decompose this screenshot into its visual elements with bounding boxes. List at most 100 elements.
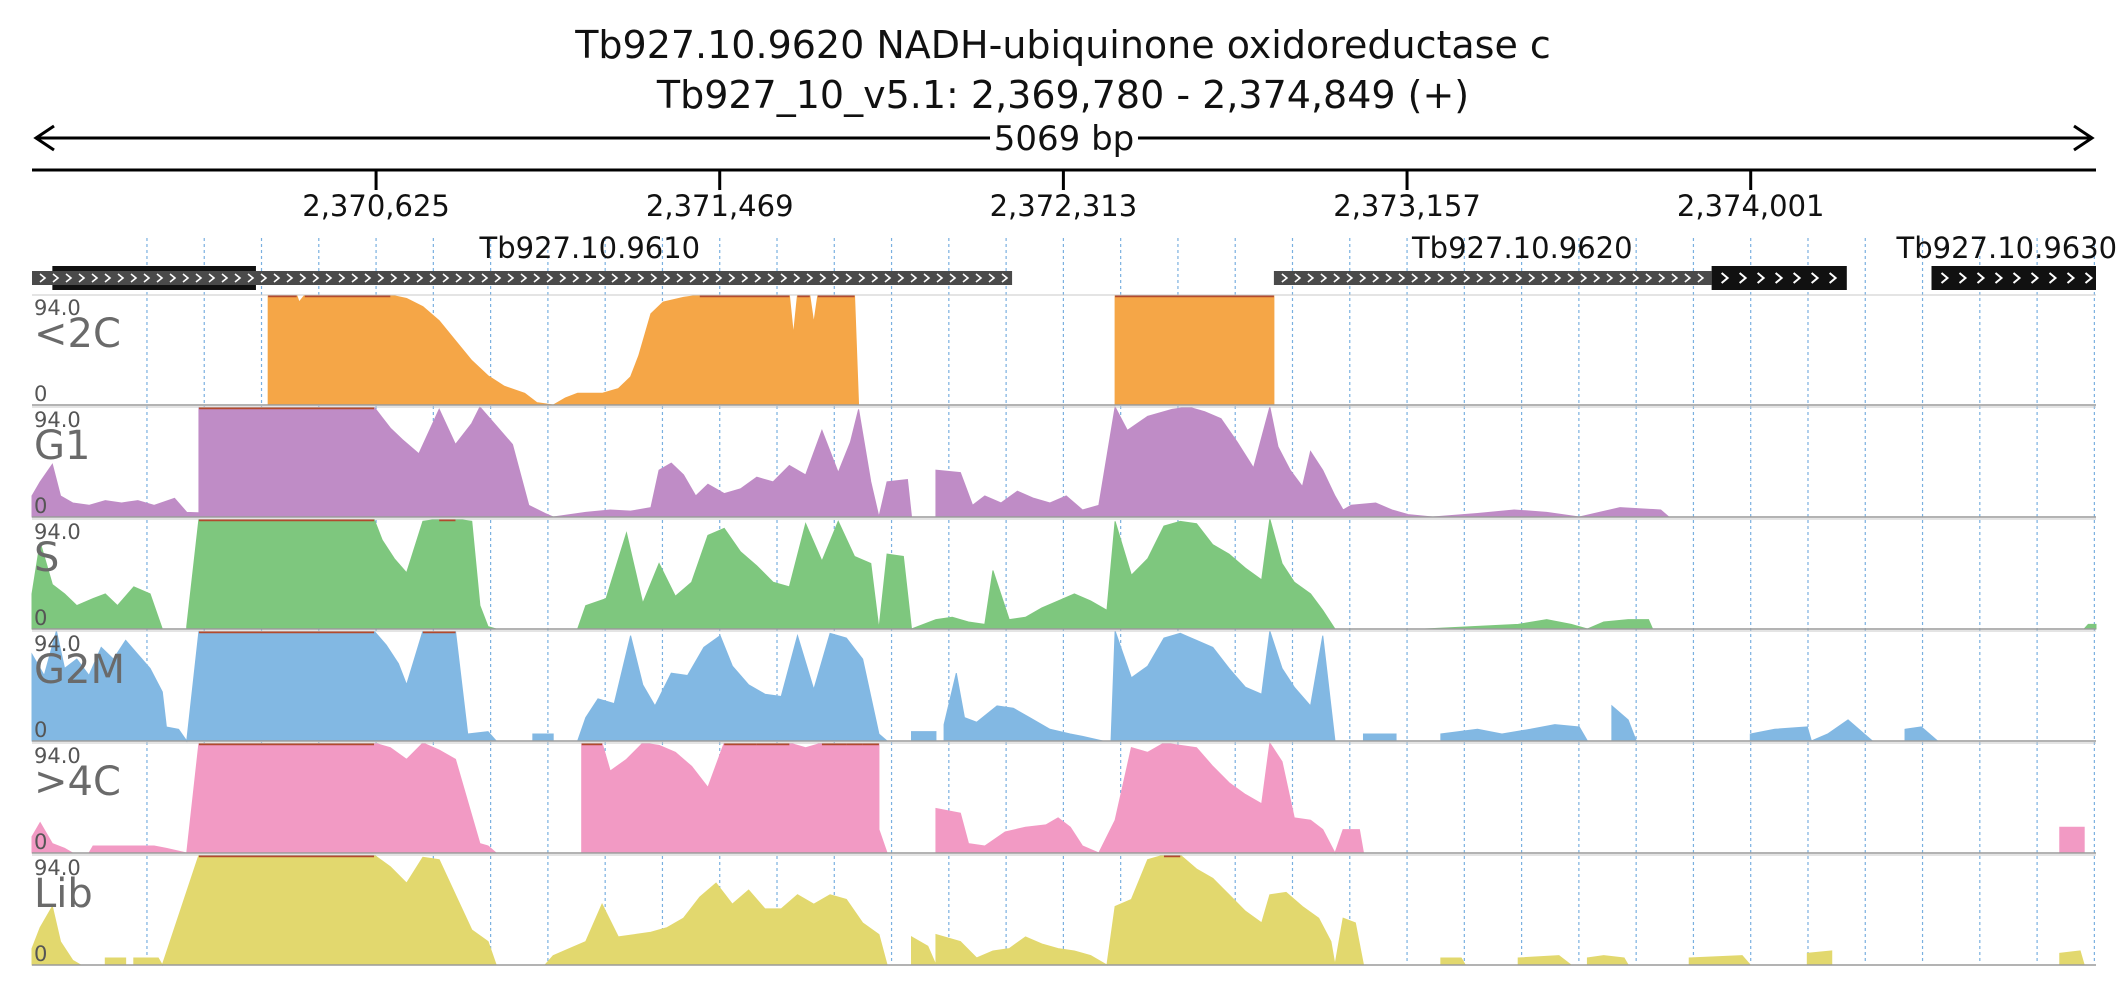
track-min-label: 0	[34, 830, 47, 854]
strand-arrow	[2012, 272, 2022, 284]
strand-arrow	[130, 273, 138, 283]
strand-arrow	[1792, 272, 1802, 284]
strand-arrow	[494, 273, 502, 283]
strand-arrow	[325, 273, 333, 283]
strand-arrow	[143, 273, 151, 283]
strand-arrow	[1810, 272, 1820, 284]
track-S: 94.0S 0	[31, 518, 2097, 630]
strand-arrow	[1411, 273, 1419, 283]
strand-arrow	[637, 273, 645, 283]
track-name-label: >4C	[34, 759, 121, 805]
strand-arrow	[1463, 273, 1471, 283]
strand-arrow	[455, 273, 463, 283]
strand-arrow	[52, 273, 60, 283]
strand-arrow	[1372, 273, 1380, 283]
strand-arrow	[65, 273, 73, 283]
ruler-tick-label: 2,372,313	[990, 189, 1138, 223]
strand-arrow	[1346, 273, 1354, 283]
strand-arrow	[312, 273, 320, 283]
ruler-tick-label: 2,373,157	[1333, 189, 1481, 223]
strand-arrow	[403, 273, 411, 283]
strand-arrow	[1828, 272, 1838, 284]
strand-arrow	[650, 273, 658, 283]
strand-arrow	[364, 273, 372, 283]
track-max-label: 94.0	[34, 520, 81, 544]
strand-arrow	[1424, 273, 1432, 283]
strand-arrow	[1502, 273, 1510, 283]
strand-arrow	[793, 273, 801, 283]
track-max-label: 94.0	[34, 296, 81, 320]
track-max-label: 94.0	[34, 856, 81, 880]
track-min-label: 0	[34, 382, 47, 406]
strand-arrow	[1489, 273, 1497, 283]
strand-arrow	[273, 273, 281, 283]
strand-arrow	[1333, 273, 1341, 283]
strand-arrow	[416, 273, 424, 283]
strand-arrow	[351, 273, 359, 283]
strand-arrow	[1720, 272, 1730, 284]
strand-arrow	[910, 273, 918, 283]
track-<2C: 94.0<2C 0	[32, 294, 2096, 406]
track-name-label: Lib	[34, 871, 93, 917]
strand-arrow	[572, 273, 580, 283]
strand-arrow	[1307, 273, 1315, 283]
strand-arrow	[442, 273, 450, 283]
strand-arrow	[507, 273, 515, 283]
strand-arrow	[819, 273, 827, 283]
track-max-label: 94.0	[34, 632, 81, 656]
strand-arrow	[1684, 273, 1692, 283]
strand-arrow	[1320, 273, 1328, 283]
span-arrow-right-head	[2073, 124, 2095, 152]
strand-arrow	[156, 273, 164, 283]
strand-arrow	[1567, 273, 1575, 283]
track-name-label: G1	[34, 423, 90, 469]
track-G1: 94.0G1 0	[31, 405, 2096, 518]
strand-arrow	[1671, 273, 1679, 283]
strand-arrow	[676, 273, 684, 283]
strand-arrow	[1606, 273, 1614, 283]
strand-arrow	[1437, 273, 1445, 283]
strand-arrow	[481, 273, 489, 283]
strand-arrow	[858, 273, 866, 283]
strand-arrow	[169, 273, 177, 283]
strand-arrow	[247, 273, 255, 283]
strand-arrow	[923, 273, 931, 283]
strand-arrow	[611, 273, 619, 283]
strand-arrow	[806, 273, 814, 283]
strand-arrow	[286, 273, 294, 283]
track-min-label: 0	[34, 494, 47, 518]
gene-utr-bar	[32, 271, 1013, 285]
coverage-area	[267, 294, 1275, 406]
strand-arrow	[936, 273, 944, 283]
gene-utr-bar	[1273, 271, 1712, 285]
strand-arrow	[780, 273, 788, 283]
strand-arrow	[1774, 272, 1784, 284]
strand-arrow	[702, 273, 710, 283]
span-arrow: 5069 bp	[33, 119, 2095, 159]
strand-arrow	[585, 273, 593, 283]
strand-arrow	[195, 273, 203, 283]
gene-cds-block	[1711, 266, 1847, 290]
strand-arrow	[663, 273, 671, 283]
strand-arrow	[884, 273, 892, 283]
strand-arrow	[299, 273, 307, 283]
strand-arrow	[598, 273, 606, 283]
strand-arrow	[234, 273, 242, 283]
span-arrow-left-head	[33, 124, 55, 152]
strand-arrow	[845, 273, 853, 283]
strand-arrow	[1756, 272, 1766, 284]
strand-arrow	[377, 273, 385, 283]
strand-arrow	[1593, 273, 1601, 283]
track-min-label: 0	[34, 606, 47, 630]
gene-label: Tb927.10.9630	[1896, 231, 2118, 265]
strand-arrow	[2066, 272, 2076, 284]
strand-arrow	[338, 273, 346, 283]
strand-arrow	[1554, 273, 1562, 283]
strand-arrow	[897, 273, 905, 283]
strand-arrow	[741, 273, 749, 283]
strand-arrow	[1476, 273, 1484, 283]
coverage-area	[31, 630, 2096, 743]
strand-arrow	[468, 273, 476, 283]
strand-arrow	[429, 273, 437, 283]
